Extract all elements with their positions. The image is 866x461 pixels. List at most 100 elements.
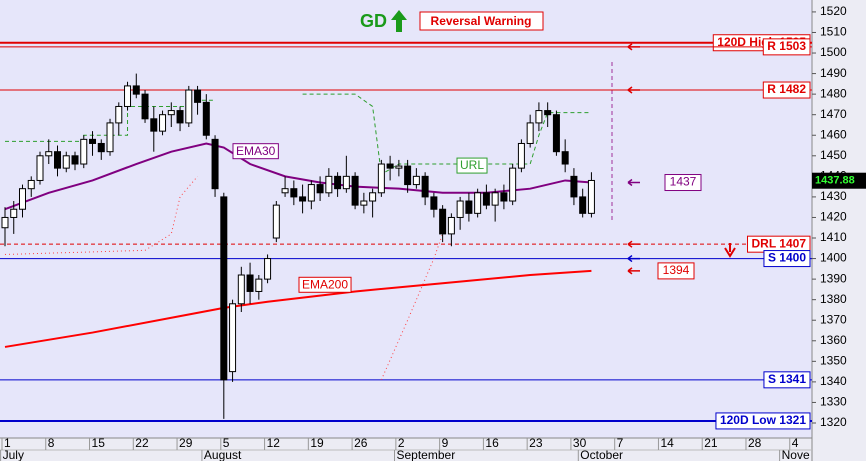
x-tick-label: 30 (573, 436, 587, 450)
x-tick-label: 14 (660, 436, 674, 450)
x-tick-label: 12 (267, 436, 281, 450)
level-label: R 1503 (767, 39, 806, 53)
candle-body (220, 196, 228, 381)
x-tick-label: 8 (48, 436, 55, 450)
y-tick-label: 1330 (820, 395, 847, 409)
candle-body (10, 208, 18, 218)
candle-body (290, 188, 298, 198)
x-tick-label: 9 (442, 436, 449, 450)
candle-body (526, 122, 534, 144)
month-label: July (3, 448, 24, 461)
y-tick-label: 1510 (820, 25, 847, 39)
candle-body (509, 167, 517, 202)
candle-body (97, 142, 105, 153)
end-value-box (657, 262, 695, 280)
candle-body (115, 105, 123, 124)
up-arrow (391, 10, 407, 32)
level-label: S 1400 (768, 251, 806, 265)
candle-body (18, 188, 26, 210)
y-tick-label: 1350 (820, 354, 847, 368)
candle-body (89, 138, 97, 144)
candle-body (237, 274, 245, 305)
x-tick-label: 23 (529, 436, 543, 450)
y-tick-label: 1340 (820, 374, 847, 388)
candle-body (299, 196, 307, 202)
candle-body (1, 216, 9, 229)
series-label-box (232, 143, 279, 160)
candle-body (202, 101, 210, 136)
candle-body (517, 142, 525, 169)
candle-body (176, 110, 184, 124)
candle-body (167, 110, 175, 116)
y-tick-label: 1430 (820, 189, 847, 203)
candle-body (439, 208, 447, 235)
candle-body (36, 155, 44, 181)
level-label: DRL 1407 (752, 236, 807, 250)
y-tick-label: 1320 (820, 415, 847, 429)
level-label: 120D Low 1321 (720, 413, 806, 427)
candle-body (535, 110, 543, 124)
x-tick-label: 16 (485, 436, 499, 450)
candle-body (272, 204, 280, 239)
x-tick-label: 29 (179, 436, 193, 450)
candle-body (500, 192, 508, 202)
end-arrow (627, 267, 640, 275)
candle-body (141, 93, 149, 120)
candle-body (491, 192, 499, 206)
x-tick-label: 2 (398, 436, 405, 450)
candle-body (185, 89, 193, 124)
level-label-box (763, 250, 811, 268)
candle-body (377, 163, 385, 194)
candle-body (561, 151, 569, 165)
candle-body (45, 151, 53, 157)
level-arrow (627, 86, 640, 94)
y-tick-label: 1450 (820, 148, 847, 162)
candle-body (307, 184, 315, 202)
series-label: EMA200 (302, 277, 348, 291)
level-arrow (627, 43, 640, 51)
level-label-box (715, 412, 811, 430)
candle-body (404, 165, 412, 186)
x-tick-label: 4 (792, 436, 799, 450)
x-tick-label: 26 (354, 436, 368, 450)
series-line (4, 142, 592, 211)
x-tick-label: 5 (223, 436, 230, 450)
candle-body (334, 175, 342, 190)
candle-body (544, 110, 552, 116)
month-label: Nove (782, 448, 810, 461)
candle-body (579, 196, 587, 214)
y-tick-label: 1370 (820, 312, 847, 326)
month-label: October (580, 448, 623, 461)
candle-body (482, 192, 490, 206)
candle-body (360, 200, 368, 206)
candle-body (150, 118, 158, 132)
candle-body (474, 192, 482, 214)
y-tick-label: 1480 (820, 86, 847, 100)
candle-body (62, 155, 70, 169)
candle-body (430, 196, 438, 210)
candle-body (80, 138, 88, 165)
candle-body (211, 138, 219, 190)
end-value-box (664, 174, 702, 192)
candle-body (369, 192, 377, 202)
y-tick-label: 1500 (820, 45, 847, 59)
level-label: R 1482 (767, 82, 806, 96)
last-price: 1437.88 (815, 175, 855, 187)
level-arrow (627, 240, 640, 248)
y-tick-label: 1420 (820, 210, 847, 224)
series-line (4, 176, 444, 381)
candle-body (386, 163, 394, 169)
month-label: September (396, 448, 455, 461)
candle-body (412, 175, 420, 186)
y-axis-area (812, 0, 866, 461)
month-label: August (204, 448, 242, 461)
candle-body (255, 278, 263, 292)
x-tick-label: 19 (310, 436, 324, 450)
candle-body (465, 200, 473, 214)
candle-body (71, 155, 79, 165)
x-tick-label: 1 (4, 436, 11, 450)
end-arrow (627, 178, 640, 187)
candle-body (570, 175, 578, 198)
candle-body (106, 122, 114, 153)
